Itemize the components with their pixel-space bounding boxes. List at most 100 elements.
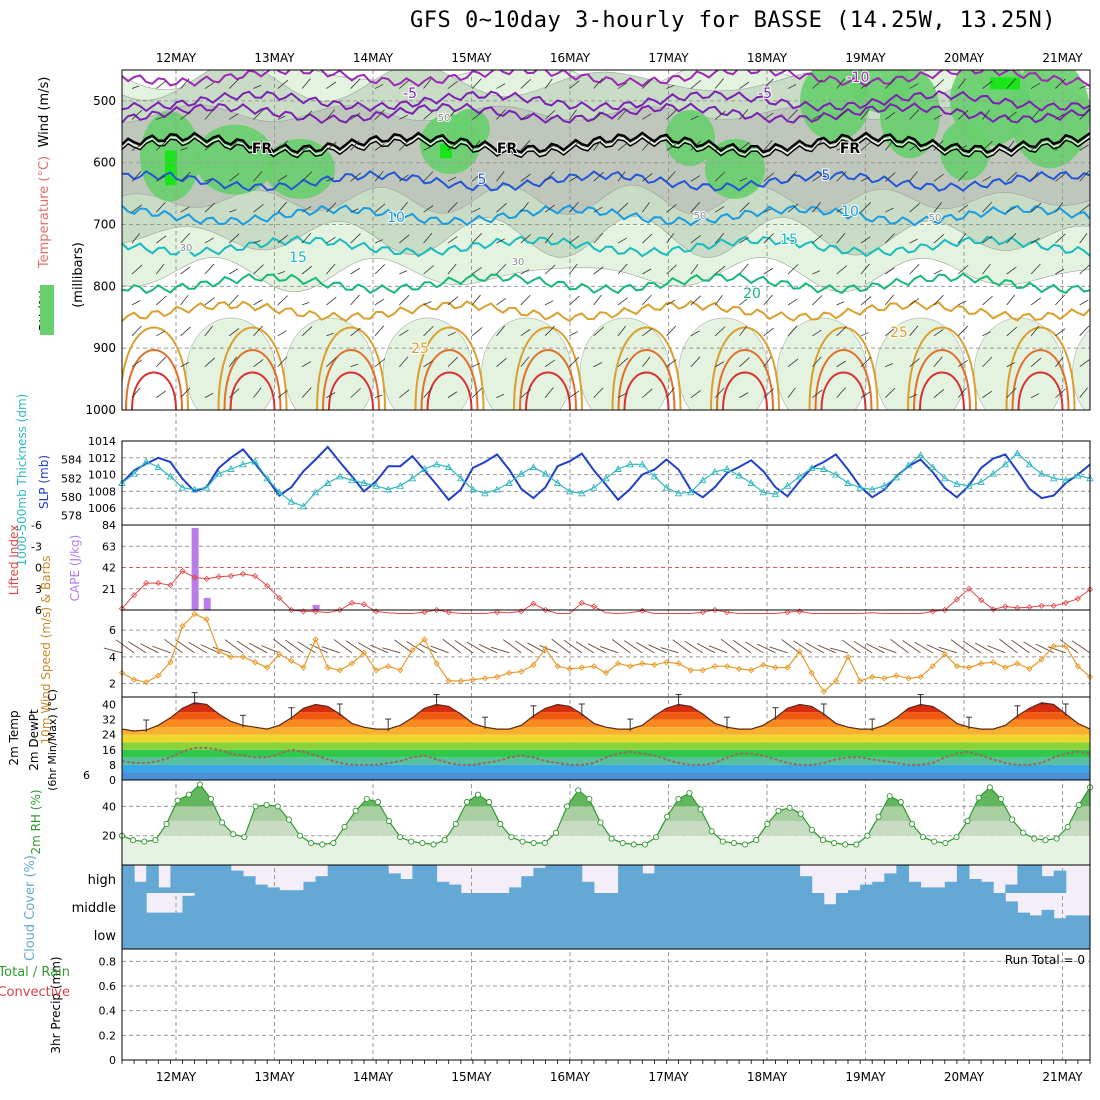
wind-barb [909,238,918,244]
cloud-middle-cell [460,893,474,921]
wind-barb [544,232,554,244]
date-label-bottom: 13MAY [254,1070,295,1084]
lifted-index-point [155,580,162,587]
surface-wind-barb [454,639,474,654]
cloud-high-cell [763,865,776,893]
cloud-low-cell [751,921,764,949]
axis-label-dewpt: 2m DewPt [27,709,41,771]
wind-speed-point [977,660,985,667]
thickness-point [275,488,284,496]
thickness-point [904,461,913,469]
wind-barb [593,78,603,89]
thickness-point [747,479,755,486]
wind-speed-point [372,667,380,674]
diurnal-loop [519,349,577,410]
lifted-index-point [929,608,936,615]
wind-speed-point [155,672,162,679]
wind-barb [544,359,555,368]
wind-barb [593,206,603,213]
surface-wind-barb [805,642,825,654]
cloud-high-cell [388,873,401,893]
temp-color-band [122,764,1090,773]
wind-barb [593,111,604,120]
wind-barb [642,113,652,120]
wind-barb [958,300,967,306]
wind-speed-point [336,667,343,674]
wind-barb [812,79,823,89]
rh-point [675,796,682,803]
cloud-low-cell [884,921,897,949]
thickness-point [396,481,405,489]
date-label-top: 14MAY [353,51,394,65]
wind-speed-point [203,616,210,623]
wind-barb [131,171,142,182]
wind-barb [1030,297,1041,306]
cloud-low-cell [787,921,801,949]
thickness-point [1049,474,1058,482]
cloud-middle-cell [630,893,643,921]
wind-barb [569,295,580,306]
lifted-index-point [433,606,440,614]
cloud-high-cell [509,887,522,893]
wind-speed-point [796,648,803,655]
cloud-low-cell [303,921,317,949]
cloud-middle-cell [835,893,849,921]
cloud-low-cell [739,921,752,949]
lifted-index-point [1074,595,1081,602]
temp-tick-label: 40 [102,699,116,712]
surface-wind-barb [140,643,159,654]
thickness-point [1001,460,1010,468]
surface-wind-barb [357,642,377,654]
cloud-middle-cell [969,893,982,921]
wind-barb [1055,78,1066,89]
wind-barb [544,387,554,398]
wind-speed-point [929,663,936,670]
thickness-point [348,476,356,484]
isotherm-line-neg10 [122,70,1090,88]
wind-barb [204,297,215,306]
cloud-middle-cell [920,893,934,921]
diurnal-loop [217,326,288,410]
cloud-middle-cell [388,893,401,921]
temp-color-band [122,719,1090,728]
wind-speed-point [300,664,307,671]
wind-barb [1079,264,1090,275]
surface-wind-barb [370,644,389,654]
cloud-low-cell [267,921,280,949]
wind-barb [374,203,386,213]
rh-point [497,820,504,828]
cloud-high-cell [291,890,304,893]
wind-barb [156,116,164,120]
cloud-high-cell [521,876,534,893]
rh-point [864,832,871,839]
lifted-index-point [965,585,973,592]
rh-lobe-low [875,317,966,410]
wind-barb [496,109,506,120]
wind-barb [277,115,286,120]
wind-barb [957,325,969,337]
thickness-tick-label: 578 [61,510,82,523]
wind-barb [763,327,774,337]
surface-wind-barb [1011,639,1030,654]
rh-point [975,794,982,801]
wind-barb [982,109,991,120]
cloud-middle-cell [1017,912,1030,921]
wind-barb [1079,109,1090,120]
pressure-tick-label: 1000 [85,403,116,417]
cloud-low-cell [134,921,147,949]
cloud-low-cell [424,921,438,949]
wind-barb [180,232,191,244]
date-label-top: 20MAY [944,51,985,65]
cloud-low-cell [630,921,643,949]
wind-barb [471,172,483,182]
cloud-high-cell [134,881,147,893]
wind-speed-point [530,661,537,669]
isotherm-line-neg5 [122,90,1090,113]
wind-barb [739,392,749,398]
wind-barb [836,265,847,275]
cloud-middle-cell [448,893,462,921]
wind-barb [787,109,798,120]
wind-barb [520,140,531,151]
rh-band [122,806,1090,822]
wind-barb [569,201,579,213]
